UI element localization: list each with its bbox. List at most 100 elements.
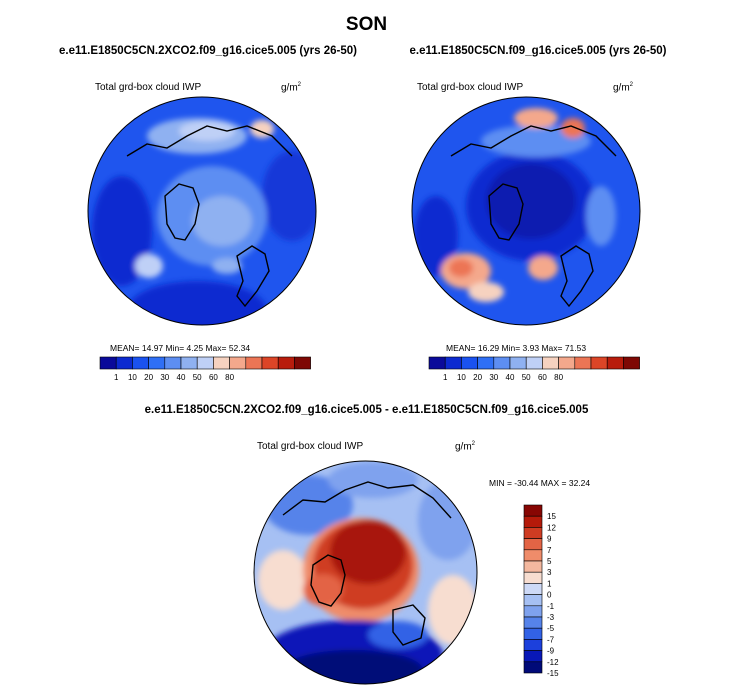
colorbar-tick-label: -1	[547, 602, 555, 611]
panel1-field-light-sw	[135, 254, 163, 278]
colorbar-swatch	[542, 356, 559, 370]
colorbar-tick-label: 1	[547, 579, 552, 588]
colorbar-swatch	[523, 661, 543, 674]
panel2-field-west	[414, 196, 458, 276]
colorbar-tick-label: 20	[473, 373, 482, 382]
panel2-colorbar: 1 10 20 30 40 50 60 80	[428, 356, 640, 382]
panel3-colorbar-ticks: 15 12 9 7 5 3 1 0 -1 -3 -5 -7 -9 -12 -15	[547, 512, 559, 678]
colorbar-tick-label: 12	[547, 523, 556, 532]
colorbar-swatch	[245, 356, 263, 370]
panel3-field-mid-s	[368, 621, 428, 649]
panel3-field-darkred-core	[330, 520, 406, 584]
panel2-north-coast	[450, 125, 617, 157]
colorbar-swatch	[493, 356, 511, 370]
panel2-units-base: g/m	[613, 82, 630, 94]
panel3-north-coast	[282, 481, 452, 519]
colorbar-swatch	[558, 356, 576, 370]
colorbar-tick-label: 80	[554, 373, 563, 382]
colorbar-swatch	[523, 616, 543, 629]
colorbar-swatch	[523, 650, 543, 663]
panel3-stats: MIN = -30.44 MAX = 32.24	[489, 478, 591, 488]
panel1-field-deepblue-south	[127, 281, 267, 325]
colorbar-swatch	[574, 356, 592, 370]
colorbar-tick-label: 40	[506, 373, 515, 382]
colorbar-swatch	[509, 356, 527, 370]
colorbar-swatch	[525, 356, 543, 370]
colorbar-tick-label: 0	[547, 591, 552, 600]
colorbar-swatch	[523, 527, 543, 539]
panel1-greenland-coast	[164, 183, 200, 241]
colorbar-tick-label: 7	[547, 546, 552, 555]
colorbar-swatch	[523, 571, 543, 584]
colorbar-swatch	[461, 356, 478, 370]
figure-title: SON	[345, 14, 388, 35]
panel2-units-exp: 2	[629, 82, 634, 88]
panel3-field-blue-n	[328, 462, 418, 498]
panel2-map	[411, 96, 641, 326]
colorbar-tick-label: 1	[114, 373, 119, 382]
panel2-field-light-e	[586, 186, 616, 246]
colorbar-swatch	[180, 356, 198, 370]
colorbar-tick-label: 10	[128, 373, 137, 382]
colorbar-swatch	[606, 356, 624, 370]
colorbar-swatch	[523, 639, 543, 651]
colorbar-swatch	[164, 356, 182, 370]
colorbar-tick-label: 15	[547, 512, 556, 521]
colorbar-swatch	[523, 549, 543, 562]
panel2-field-peach-s	[468, 282, 504, 302]
panel3-eurasia-coast	[392, 604, 426, 646]
colorbar-swatch	[261, 356, 279, 370]
panel2-field-label: Total grd-box cloud IWP	[417, 82, 524, 93]
colorbar-swatch	[523, 605, 543, 618]
panel2-greenland-coast	[488, 183, 524, 241]
colorbar-swatch	[213, 356, 230, 370]
colorbar-tick-label: 80	[225, 373, 234, 382]
colorbar-swatch	[444, 356, 462, 370]
colorbar-swatch	[115, 356, 133, 370]
colorbar-swatch	[428, 356, 446, 370]
colorbar-tick-label: -3	[547, 613, 555, 622]
panel1-field-light-s	[212, 258, 242, 274]
panel1-field-arctic-core	[192, 196, 252, 246]
panel3-colorbar: 15 12 9 7 5 3 1 0 -1 -3 -5 -7 -9 -12 -15	[523, 504, 559, 678]
panel2-field-salmon-se	[528, 256, 558, 280]
colorbar-tick-label: -12	[547, 658, 559, 667]
colorbar-tick-label: 50	[193, 373, 202, 382]
panel1-map	[87, 96, 317, 326]
panel2-map-border	[411, 96, 641, 326]
panel1-colorbar-ticks: 1 10 20 30 40 50 60 80	[114, 373, 235, 382]
colorbar-swatch	[477, 356, 495, 370]
panel3-field-peach-w	[258, 550, 308, 610]
colorbar-swatch	[523, 594, 543, 607]
panel3-units: g/m2	[455, 441, 475, 452]
colorbar-tick-label: 5	[547, 557, 552, 566]
panel1-map-border	[87, 96, 317, 326]
colorbar-tick-label: -7	[547, 635, 555, 644]
panel2-stats: MEAN= 16.29 Min= 3.93 Max= 71.53	[446, 343, 587, 353]
panel1-units-exp: 2	[297, 82, 302, 88]
panel3-field-blue-ne	[418, 480, 477, 560]
panel3-greenland-coast	[310, 554, 346, 607]
panel3-units-base: g/m	[455, 441, 472, 453]
colorbar-swatch	[523, 515, 543, 528]
colorbar-tick-label: 30	[160, 373, 169, 382]
colorbar-swatch	[294, 356, 311, 370]
panel1-title: e.e11.E1850C5CN.2XCO2.f09_g16.cice5.005 …	[59, 45, 357, 57]
panel3-field-red-lobe	[303, 574, 343, 606]
panel3-title: e.e11.E1850C5CN.2XCO2.f09_g16.cice5.005 …	[144, 404, 589, 416]
colorbar-tick-label: -9	[547, 647, 555, 656]
colorbar-tick-label: 30	[489, 373, 498, 382]
panel2-field-red-ne	[561, 118, 585, 138]
colorbar-swatch	[99, 356, 117, 370]
colorbar-tick-label: 10	[457, 373, 466, 382]
colorbar-tick-label: 9	[547, 535, 552, 544]
panel2-title: e.e11.E1850C5CN.f09_g16.cice5.005 (yrs 2…	[409, 45, 667, 57]
colorbar-swatch	[523, 583, 543, 595]
panel1-field-peach-ne	[250, 120, 274, 138]
colorbar-swatch	[229, 356, 247, 370]
colorbar-tick-label: -5	[547, 624, 555, 633]
colorbar-swatch	[623, 356, 640, 370]
panel1-units: g/m2	[281, 82, 301, 93]
panel1-colorbar: 1 10 20 30 40 50 60 80	[99, 356, 311, 382]
colorbar-swatch	[196, 356, 214, 370]
